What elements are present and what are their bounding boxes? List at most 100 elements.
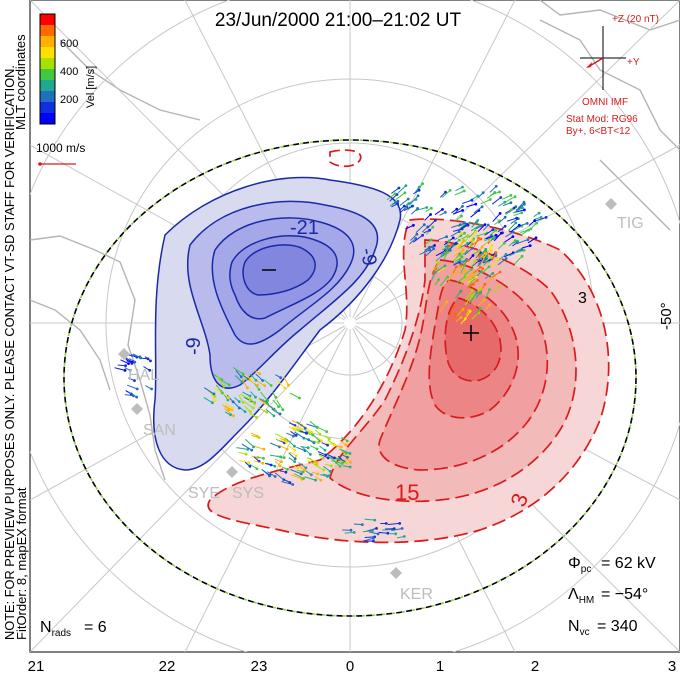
colorbar-tick-600: 600 — [60, 38, 78, 50]
velocity-vector-dot — [294, 434, 298, 437]
velocity-vector-dot — [410, 204, 414, 208]
velocity-vector-dot — [240, 380, 244, 384]
velocity-vector-dot — [461, 209, 464, 212]
velocity-vector-dot — [220, 378, 224, 381]
velocity-vector — [395, 192, 406, 201]
velocity-vector-dot — [262, 456, 265, 460]
velocity-vector-dot — [322, 456, 325, 460]
velocity-vector-dot — [251, 406, 255, 410]
velocity-vector-dot — [429, 213, 432, 216]
velocity-vector — [510, 224, 520, 233]
velocity-vector-dot — [227, 408, 231, 412]
velocity-vector — [323, 465, 331, 472]
velocity-vector — [458, 224, 469, 231]
velocity-vector-dot — [477, 236, 480, 240]
velocity-vector-dot — [441, 208, 444, 211]
colorbar-band — [40, 25, 55, 37]
velocity-vector-dot — [226, 396, 230, 400]
velocity-vector-dot — [269, 384, 273, 387]
velocity-vector — [504, 196, 516, 203]
svg-text:= 62 kV: = 62 kV — [601, 555, 656, 572]
velocity-vector-dot — [284, 440, 288, 444]
velocity-vector — [304, 476, 316, 481]
velocity-vector-dot — [528, 244, 532, 248]
velocity-vector — [386, 193, 396, 201]
velocity-vector-dot — [448, 244, 452, 248]
velocity-vector-dot — [123, 369, 127, 372]
velocity-vector-dot — [292, 434, 295, 438]
velocity-vector-dot — [443, 264, 447, 268]
velocity-vector-dot — [237, 400, 241, 403]
velocity-vector-dot — [263, 384, 267, 388]
velocity-vector-dot — [468, 221, 472, 225]
velocity-vector — [324, 442, 336, 446]
velocity-vector-dot — [318, 432, 322, 436]
velocity-vector — [513, 207, 523, 214]
velocity-vector-dot — [148, 368, 152, 372]
velocity-vector-dot — [462, 189, 466, 193]
velocity-vector-dot — [303, 468, 307, 472]
velocity-vector-dot — [454, 312, 458, 316]
velocity-vector-dot — [221, 391, 224, 395]
velocity-vector — [276, 438, 287, 443]
velocity-vector — [344, 531, 355, 534]
velocity-vector-dot — [292, 428, 296, 432]
velocity-vector — [484, 272, 494, 280]
velocity-vector-dot — [465, 250, 469, 254]
velocity-vector — [290, 469, 302, 475]
velocity-vector — [431, 272, 436, 281]
colorbar-band — [40, 102, 55, 114]
velocity-vector-dot — [278, 412, 282, 416]
velocity-vector-dot — [128, 368, 132, 372]
velocity-vector-dot — [460, 252, 464, 256]
velocity-vector — [467, 279, 478, 288]
velocity-vector — [127, 391, 137, 398]
velocity-vector — [255, 373, 263, 381]
velocity-vector-dot — [310, 473, 313, 477]
velocity-vector — [472, 266, 481, 275]
velocity-vector-dot — [230, 406, 234, 410]
velocity-vector — [489, 191, 500, 196]
velocity-vector-dot — [460, 214, 463, 218]
velocity-vector-dot — [417, 188, 421, 192]
velocity-vector-dot — [445, 300, 449, 304]
velocity-vector-dot — [498, 212, 502, 215]
velocity-vector-dot — [273, 464, 277, 468]
velocity-vector — [460, 264, 466, 274]
velocity-vector-dot — [421, 233, 424, 237]
velocity-vector-dot — [278, 464, 282, 468]
velocity-vector — [387, 522, 400, 525]
velocity-vector-dot — [124, 364, 127, 368]
velocity-vector-dot — [394, 532, 398, 536]
velocity-vector-dot — [348, 465, 352, 469]
velocity-vector-dot — [227, 383, 231, 387]
velocity-vector-dot — [325, 430, 329, 434]
velocity-vector-dot — [461, 204, 464, 208]
velocity-vector-dot — [339, 445, 343, 449]
velocity-vector — [261, 468, 270, 477]
velocity-vector-dot — [428, 228, 431, 232]
velocity-vector — [405, 199, 417, 206]
velocity-vector-dot — [459, 315, 463, 319]
mlt-tick-23: 23 — [251, 658, 268, 674]
velocity-vector-dot — [269, 463, 273, 467]
velocity-vector — [302, 446, 311, 455]
velocity-vector — [309, 420, 318, 428]
velocity-vector — [443, 240, 450, 250]
velocity-vector-dot — [263, 401, 266, 405]
velocity-vector-dot — [396, 202, 400, 206]
velocity-vector-dot — [481, 267, 485, 271]
velocity-vector-dot — [139, 356, 143, 360]
station-marker-san — [131, 403, 143, 415]
velocity-vector — [265, 409, 275, 417]
velocity-vector — [226, 394, 234, 403]
velocity-vector-dot — [516, 239, 519, 243]
velocity-vector-dot — [257, 388, 261, 391]
velocity-vector-dot — [455, 207, 459, 211]
velocity-vector-dot — [471, 272, 475, 276]
velocity-vector — [459, 242, 468, 249]
velocity-vector — [452, 209, 463, 215]
velocity-vector — [510, 218, 519, 225]
velocity-vector-dot — [461, 185, 464, 189]
velocity-vector-dot — [488, 288, 491, 292]
